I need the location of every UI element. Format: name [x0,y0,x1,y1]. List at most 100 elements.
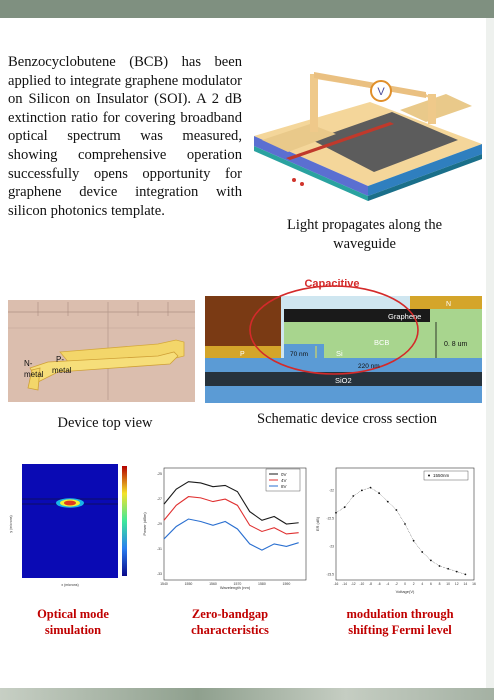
mod-point [464,573,467,576]
bandgap-x-tick: 1560 [209,582,217,586]
mod-x-tick: -16 [334,582,339,586]
bandgap-y-label: Power (dBm) [142,512,147,536]
bandgap-y-tick: -27 [157,497,162,501]
top-view-caption: Device top view [57,415,153,431]
sio2-label: SiO2 [335,376,352,385]
mod-x-tick: -14 [342,582,347,586]
mod-x-tick: -4 [386,582,389,586]
bandgap-y-tick: -29 [157,522,162,526]
bcb-label: BCB [374,338,389,347]
colorbar [122,466,127,576]
bridge-post-right [428,94,436,124]
mod-x-tick: 12 [455,582,459,586]
p-metal-label-2: metal [52,366,72,375]
si-label: Si [336,349,343,358]
mode-y-label: y (microns) [9,515,13,532]
bandgap-y-tick: -25 [157,472,162,476]
bandgap-caption-line2: characteristics [191,623,269,637]
mod-point [335,511,337,514]
bandgap-caption-line1: Zero-bandgap [191,607,269,621]
mod-y-tick: -23 [329,544,334,548]
bandgap-series-4V [163,496,299,535]
voltage-source-icon [370,80,392,102]
mod-x-tick: -2 [395,582,398,586]
bandgap-x-tick: 1580 [258,582,266,586]
bandgap-series-8V [163,518,299,551]
legend-1550nm: 1550nm [433,473,450,478]
dim-70-label: 70 nm [290,351,308,358]
modulation-caption-line1: modulation through [346,607,454,621]
graphene-pad [312,112,458,172]
bandgap-x-tick: 1540 [160,582,168,586]
graphene-layer [284,309,430,322]
mod-point [412,539,415,542]
mode-sim-caption: Optical mode simulation [8,606,138,638]
capacitive-label: Capacitive [304,278,359,290]
modulation-chart: -16 -14 -12 -10 -8 -6 -4 -2 0 2 4 6 8 10 12 14 16 -23.5 -2… [315,467,476,594]
n-metal-label: N- [24,359,33,368]
n-metal-trace [29,351,179,383]
cross-section-schematic: Capacitive N P Graphene BCB Si SiO2 0. 8… [205,278,482,403]
waveguide [286,122,394,160]
mod-legend [423,470,469,481]
mod-point [343,506,346,509]
dim-220-label: 220 nm [358,363,380,370]
legend-0v: 0V [281,472,287,477]
voltage-label: V [377,86,385,98]
mod-y-label: ER (dB) [315,516,320,531]
modulation-caption-line2: shifting Fermi level [348,623,452,637]
mod-y-tick: -23.5 [326,572,334,576]
graphene-label: Graphene [388,312,421,321]
waveguide-illustration: V [254,72,482,201]
mod-x-tick: 2 [413,582,415,586]
bandgap-x-label: Wavelength (nm) [220,585,251,590]
bridge-post-left [310,74,318,132]
top-decorative-bar [0,0,494,18]
mod-x-tick: -10 [359,582,364,586]
mod-x-tick: -8 [369,582,372,586]
thickness-label: 0. 8 um [444,341,468,348]
mode-x-label: x (microns) [61,583,78,587]
si-layer [205,358,482,372]
mod-x-label: Voltage(V) [396,589,415,594]
mod-y-tick: -22.5 [326,516,334,520]
mod-x-tick: 8 [439,582,441,586]
mod-y-tick: -22 [329,488,334,492]
optical-mode-simulation: x (microns) y (microns) [9,464,127,587]
modulation-caption: modulation through shifting Fermi level [320,606,480,638]
mod-x-tick: 10 [446,582,450,586]
n-contact [410,296,482,309]
bandgap-series-0V [163,481,299,525]
mod-x-tick: 0 [404,582,406,586]
intro-paragraph: Benzocyclobutene (BCB) has been applied … [8,54,242,219]
legend-8v: 8V [281,484,287,489]
substrate-right-side [368,144,482,196]
mod-x-tick: 6 [430,582,432,586]
mod-x-tick: -6 [378,582,381,586]
mod-x-tick: 4 [421,582,423,586]
sio2-layer [205,372,482,386]
bandgap-x-tick: 1590 [283,582,291,586]
device-top-view-photo: N- metal P- metal [8,300,195,402]
mod-x-tick: -12 [351,582,356,586]
cross-section-caption: Schematic device cross section [257,411,437,427]
mode-sim-caption-line1: Optical mode [37,607,109,621]
bandgap-chart: 1540 1550 1560 1570 1580 1590-33-31-29-27-25 … [142,467,307,590]
n-metal-label-2: metal [24,370,44,379]
mode-field-map [22,464,118,578]
bandgap-x-tick: 1550 [185,582,193,586]
p-metal-label: P- [56,355,64,364]
bandgap-x-tick: 1570 [234,582,242,586]
mod-x-tick: 16 [472,582,476,586]
p-contact [205,346,281,360]
bottom-decorative-bar [0,688,494,700]
bandgap-caption: Zero-bandgap characteristics [170,606,290,638]
p-label: P [240,351,245,358]
capacitive-ellipse [249,285,419,375]
bandgap-y-tick: -33 [157,572,162,576]
legend-4v: 4V [281,478,287,483]
substrate-left-side [254,136,368,196]
mode-sim-caption-line2: simulation [44,623,102,637]
waveguide-caption: Light propagates along the waveguide [286,217,443,252]
bandgap-y-tick: -31 [157,547,162,551]
